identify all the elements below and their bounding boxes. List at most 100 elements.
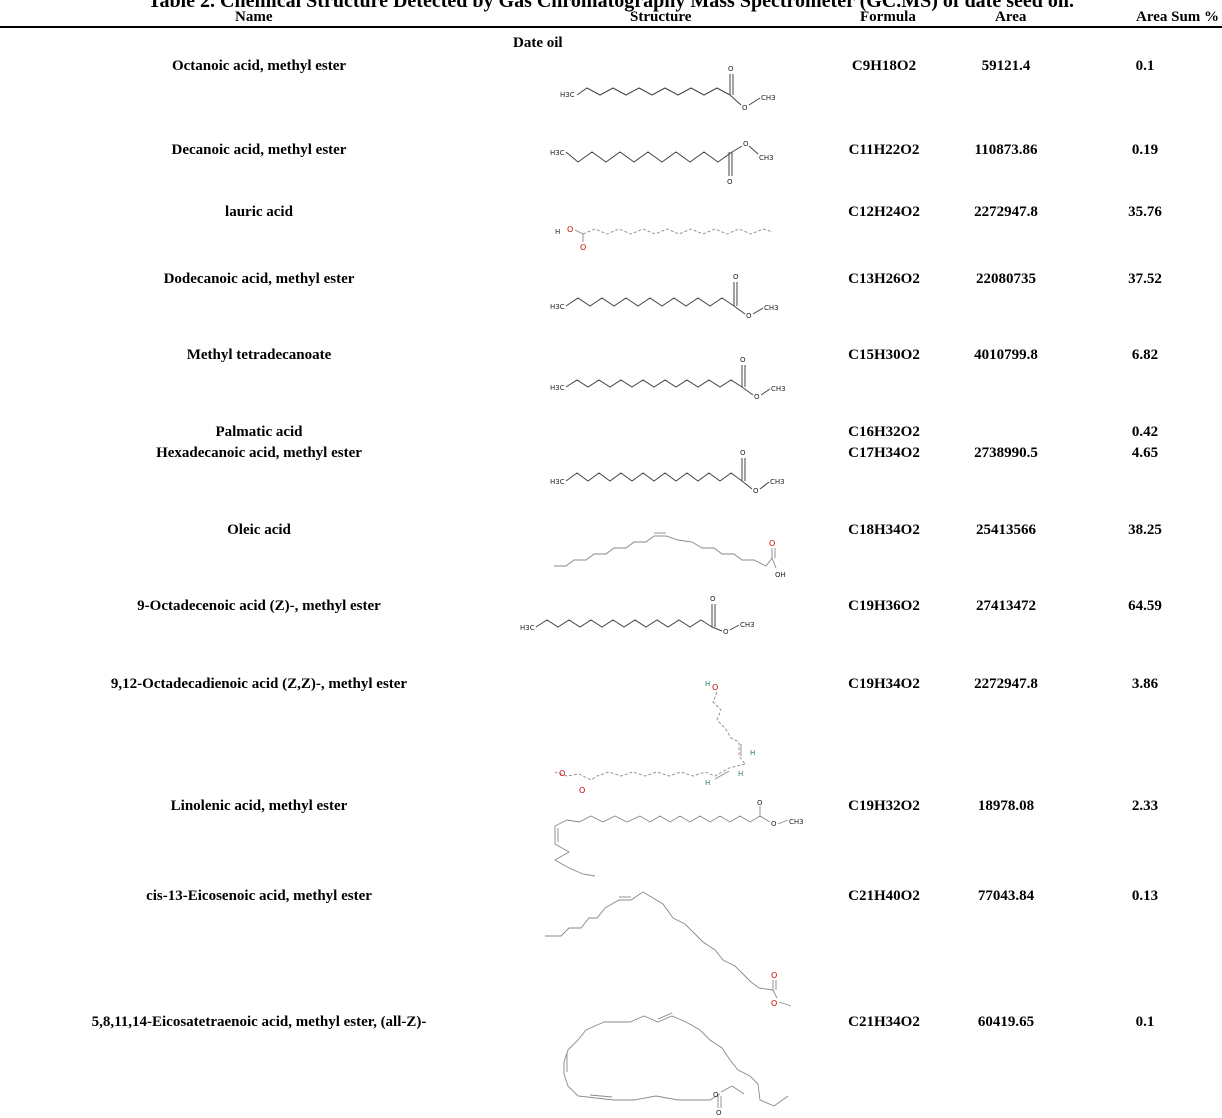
row-7-area-sum: 4.65 xyxy=(1131,445,1159,461)
ch3-label: CH3 xyxy=(789,818,804,826)
row-9-area-sum: 64.59 xyxy=(1128,598,1162,614)
row-4-structure: H3C O O CH3 xyxy=(550,268,790,328)
row-2-formula: C11H22O2 xyxy=(848,142,920,158)
oxygen-label: O xyxy=(742,104,748,112)
header-structure: Structure xyxy=(630,9,692,25)
row-11-area: 18978.08 xyxy=(977,798,1035,814)
h3c-label: H3C xyxy=(560,91,575,99)
oxygen-label: O xyxy=(740,449,746,457)
oxygen-label: O xyxy=(771,971,777,980)
row-10-formula: C19H34O2 xyxy=(848,676,920,692)
row-12-name: cis-13-Eicosenoic acid, methyl ester xyxy=(146,888,372,904)
row-10-name: 9,12-Octadecadienoic acid (Z,Z)-, methyl… xyxy=(110,676,408,692)
row-9-formula: C19H36O2 xyxy=(848,598,920,614)
row-1-name: Octanoic acid, methyl ester xyxy=(171,58,347,74)
row-5-name: Methyl tetradecanoate xyxy=(186,347,332,363)
row-3-structure: H O O xyxy=(555,218,785,254)
header-formula: Formula xyxy=(860,9,916,25)
header-name: Name xyxy=(235,9,273,25)
oxygen-label: O xyxy=(743,140,749,148)
row-8-structure: O OH xyxy=(554,518,794,588)
row-7-area: 2738990.5 xyxy=(974,445,1038,461)
row-12-area: 77043.84 xyxy=(977,888,1035,904)
row-11-name: Linolenic acid, methyl ester xyxy=(170,798,348,814)
row-6-formula: C16H32O2 xyxy=(848,424,920,440)
oxygen-label: O xyxy=(579,786,585,795)
ch3-label: CH3 xyxy=(761,94,776,102)
header-area: Area xyxy=(995,9,1027,25)
oxygen-label: O xyxy=(769,539,775,548)
row-1-formula: C9H18O2 xyxy=(851,58,917,74)
row-4-formula: C13H26O2 xyxy=(848,271,920,287)
oxygen-label: O xyxy=(710,595,716,603)
row-3-area: 2272947.8 xyxy=(974,204,1038,220)
row-3-area-sum: 35.76 xyxy=(1128,204,1162,220)
row-10-area-sum: 3.86 xyxy=(1131,676,1159,692)
header-rule xyxy=(0,26,1222,28)
row-13-area: 60419.65 xyxy=(977,1014,1035,1030)
row-11-area-sum: 2.33 xyxy=(1131,798,1159,814)
oxygen-label: O xyxy=(712,683,718,692)
ch3-label: CH3 xyxy=(759,154,774,162)
h3c-label: H3C xyxy=(550,478,565,486)
row-2-area-sum: 0.19 xyxy=(1131,142,1159,158)
h3c-label: H3C xyxy=(550,384,565,392)
row-9-name: 9-Octadecenoic acid (Z)-, methyl ester xyxy=(137,598,381,614)
row-3-name: lauric acid xyxy=(225,204,293,220)
header-area-sum: Area Sum % xyxy=(1136,9,1220,25)
oxygen-label: O xyxy=(740,356,746,364)
ch3-label: CH3 xyxy=(770,478,785,486)
oxygen-label: O xyxy=(733,273,739,281)
row-5-area: 4010799.8 xyxy=(974,347,1038,363)
ch3-label: CH3 xyxy=(740,621,755,629)
row-4-name: Dodecanoic acid, methyl ester xyxy=(163,271,355,287)
oxygen-label: O xyxy=(746,312,752,320)
row-4-area-sum: 37.52 xyxy=(1128,271,1162,287)
row-1-structure: H3C O O CH3 xyxy=(560,58,790,118)
row-13-structure: O O xyxy=(560,1012,790,1117)
row-5-area-sum: 6.82 xyxy=(1131,347,1159,363)
row-11-formula: C19H32O2 xyxy=(848,798,920,814)
row-2-name: Decanoic acid, methyl ester xyxy=(171,142,347,158)
hydrogen-label: H xyxy=(750,749,755,757)
row-3-formula: C12H24O2 xyxy=(848,204,920,220)
row-7-formula: C17H34O2 xyxy=(848,445,920,461)
oxygen-label: O xyxy=(728,65,734,73)
hydrogen-label: H xyxy=(555,228,560,236)
table-caption: Table 2. Chemical Structure Detected by … xyxy=(148,0,1074,12)
row-2-structure: H3C O O CH3 xyxy=(550,132,790,202)
oxygen-label: O xyxy=(559,769,565,778)
row-5-formula: C15H30O2 xyxy=(848,347,920,363)
oxygen-label: O xyxy=(716,1109,722,1117)
h3c-label: H3C xyxy=(550,303,565,311)
row-13-formula: C21H34O2 xyxy=(848,1014,920,1030)
row-5-structure: H3C O O CH3 xyxy=(550,350,790,410)
row-13-name: 5,8,11,14-Eicosatetraenoic acid, methyl … xyxy=(91,1014,427,1030)
row-13-area-sum: 0.1 xyxy=(1135,1014,1155,1030)
row-7-structure: H3C O O CH3 xyxy=(550,440,800,500)
oxygen-label: O xyxy=(754,393,760,401)
h3c-label: H3C xyxy=(550,149,565,157)
ch3-label: CH3 xyxy=(764,304,779,312)
row-4-area: 22080735 xyxy=(976,271,1036,287)
oxygen-label: O xyxy=(723,628,729,636)
row-8-name: Oleic acid xyxy=(227,522,291,538)
row-10-area: 2272947.8 xyxy=(974,676,1038,692)
row-12-formula: C21H40O2 xyxy=(848,888,920,904)
oxygen-label: O xyxy=(567,225,573,234)
oxygen-label: O xyxy=(771,820,777,828)
row-9-area: 27413472 xyxy=(976,598,1036,614)
oxygen-label: O xyxy=(580,243,586,252)
row-8-formula: C18H34O2 xyxy=(848,522,920,538)
row-7-name: Hexadecanoic acid, methyl ester xyxy=(156,445,362,461)
oxygen-label: O xyxy=(757,799,763,807)
oxygen-label: O xyxy=(753,487,759,495)
row-12-structure: O O xyxy=(545,878,795,1008)
group-label: Date oil xyxy=(513,35,563,51)
row-8-area: 25413566 xyxy=(976,522,1036,538)
hydrogen-label: H xyxy=(705,680,710,688)
oxygen-label: O xyxy=(713,1091,719,1099)
oh-label: OH xyxy=(775,571,786,579)
ch3-label: CH3 xyxy=(771,385,786,393)
hydrogen-label: H xyxy=(705,779,710,787)
